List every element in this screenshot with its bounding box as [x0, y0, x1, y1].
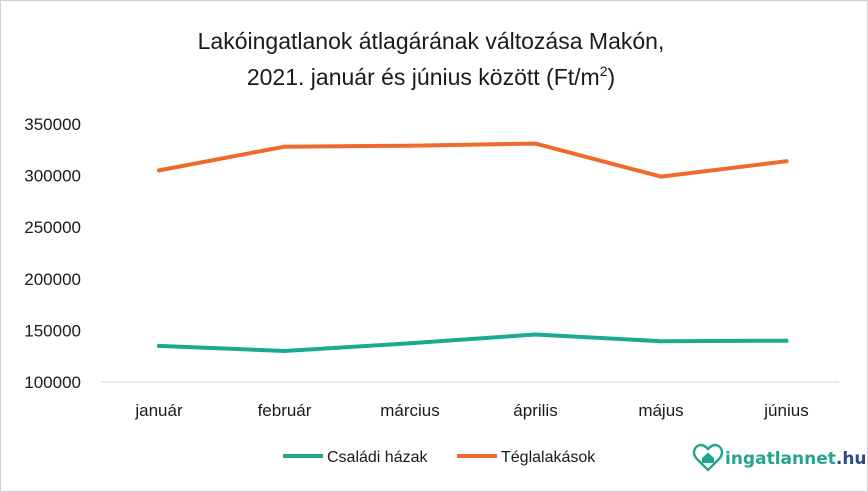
legend-label: Családi házak	[327, 449, 429, 466]
data-point	[784, 159, 789, 164]
legend-label: Téglalakások	[501, 449, 596, 466]
y-tick-label: 350000	[24, 115, 81, 134]
chart-subtitle: 2021. január és június között (Ft/m2)	[247, 63, 615, 90]
chart-subtitle-sup: 2	[600, 63, 608, 79]
data-point	[659, 339, 663, 344]
x-tick-label: január	[134, 401, 183, 420]
chart-subtitle-end: )	[607, 64, 615, 90]
brand-name: ingatlannet.hu	[725, 449, 867, 469]
data-point	[408, 341, 412, 346]
data-point	[784, 338, 789, 343]
y-tick-label: 300000	[24, 167, 81, 186]
series-line-1	[157, 141, 789, 179]
chart-title: Lakóingatlanok átlagárának változása Mak…	[198, 28, 665, 54]
x-tick-label: június	[763, 401, 808, 420]
data-point	[157, 343, 161, 348]
y-tick-label: 150000	[24, 321, 81, 340]
y-tick-label: 250000	[24, 218, 81, 237]
series-layer	[157, 141, 789, 353]
x-tick-label: április	[513, 401, 557, 420]
data-point	[282, 349, 287, 353]
x-tick-label: május	[638, 401, 683, 420]
legend: Családi házak Téglalakások	[283, 449, 596, 466]
x-tick-label: február	[258, 401, 312, 420]
data-point	[659, 174, 663, 179]
data-point	[533, 141, 538, 146]
y-tick-label: 200000	[24, 270, 81, 289]
house-icon	[702, 452, 714, 463]
x-tick-label: március	[380, 401, 440, 420]
data-point	[408, 143, 412, 148]
y-tick-label: 100000	[24, 373, 81, 392]
brand-logo: ingatlannet.hu	[692, 443, 867, 472]
brand-name-main: ingatlannet	[725, 449, 836, 469]
chart-subtitle-main: 2021. január és június között (Ft/m	[247, 64, 600, 90]
data-point	[282, 144, 287, 149]
heart-house-icon	[692, 443, 724, 472]
x-axis: január február március április május június	[134, 401, 808, 420]
series-line-0	[157, 332, 789, 353]
brand-name-suffix: .hu	[836, 449, 867, 469]
y-axis: 100000 150000 200000 250000 300000 350000	[24, 115, 81, 392]
data-point	[533, 332, 538, 337]
data-point	[157, 168, 161, 173]
